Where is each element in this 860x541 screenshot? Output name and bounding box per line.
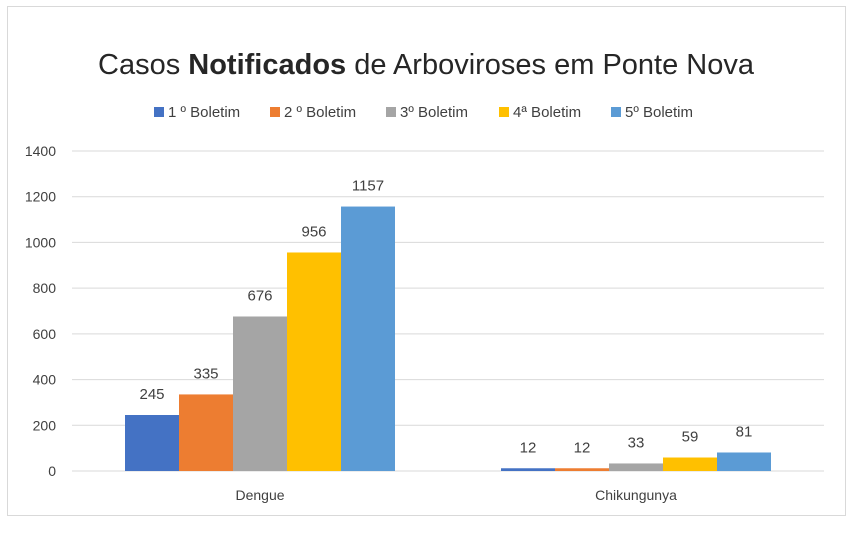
legend-swatch <box>386 107 396 117</box>
y-tick-label: 600 <box>33 326 57 342</box>
bar <box>341 206 395 472</box>
x-category-label: Chikungunya <box>595 487 677 503</box>
y-tick-label: 200 <box>33 417 57 433</box>
data-label: 956 <box>301 223 326 240</box>
data-label: 33 <box>628 434 645 451</box>
data-label: 81 <box>736 423 753 440</box>
data-label: 245 <box>139 386 164 403</box>
data-label: 1157 <box>352 178 384 195</box>
y-axis: 0 200 400 600 800 1000 1200 1400 <box>25 143 56 479</box>
data-label: 12 <box>574 439 591 456</box>
y-tick-label: 1000 <box>25 234 56 250</box>
y-tick-label: 1200 <box>25 189 56 205</box>
legend-label: 1 º Boletim <box>168 104 240 121</box>
data-label: 676 <box>247 287 272 304</box>
y-tick-label: 1400 <box>25 143 56 159</box>
y-tick-label: 0 <box>48 463 56 479</box>
bar <box>233 316 287 471</box>
data-label: 335 <box>193 365 218 382</box>
data-label: 12 <box>520 439 537 456</box>
legend-swatch <box>499 107 509 117</box>
bars: 245 335 676 956 1157 12 12 33 59 81 <box>125 178 771 472</box>
chart-title-part-2: Notificados <box>188 49 346 81</box>
legend: 1 º Boletim 2 º Boletim 3º Boletim 4ª Bolet… <box>154 104 693 121</box>
bar <box>663 457 717 471</box>
legend-swatch <box>154 107 164 117</box>
legend-label: 3º Boletim <box>400 104 468 121</box>
chart-title-part-3: de Arboviroses em Ponte Nova <box>346 49 755 81</box>
legend-label: 5º Boletim <box>625 104 693 121</box>
bar <box>125 415 179 471</box>
bar <box>501 468 555 471</box>
data-label: 59 <box>682 429 699 446</box>
bar <box>717 452 771 471</box>
bar <box>555 468 609 471</box>
x-axis: Dengue Chikungunya <box>235 487 677 503</box>
bar <box>287 252 341 471</box>
legend-label: 2 º Boletim <box>284 104 356 121</box>
chart-title: Casos Notificados de Arboviroses em Pont… <box>98 49 755 81</box>
y-tick-label: 800 <box>33 280 57 296</box>
chart-title-part-1: Casos <box>98 49 188 81</box>
legend-swatch <box>611 107 621 117</box>
legend-swatch <box>270 107 280 117</box>
bar <box>609 463 663 471</box>
y-tick-label: 400 <box>33 372 57 388</box>
legend-label: 4ª Boletim <box>513 104 581 121</box>
bar <box>179 394 233 471</box>
x-category-label: Dengue <box>235 487 284 503</box>
